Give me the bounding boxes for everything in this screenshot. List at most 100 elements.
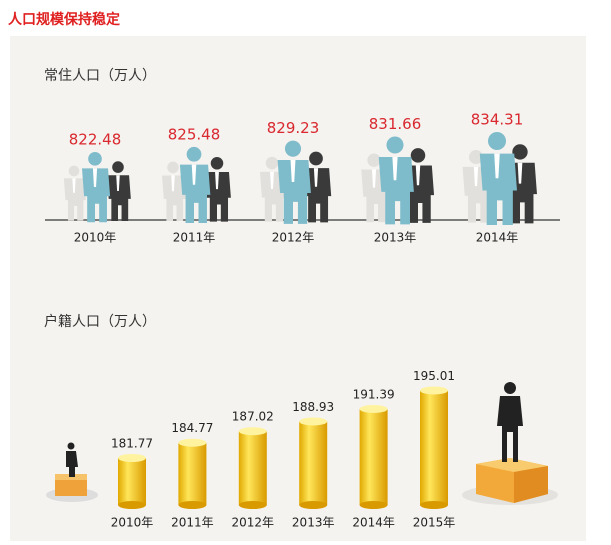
cylinder-body (359, 408, 388, 505)
person-head (210, 156, 224, 170)
person-head (309, 151, 323, 166)
cylinder-body (420, 390, 448, 505)
person-tie (270, 171, 274, 190)
person-body (479, 153, 517, 225)
bar (238, 427, 267, 509)
person-body (63, 178, 86, 221)
person-body (179, 164, 211, 223)
x-tick-label: 2010年 (111, 516, 154, 530)
person-mark (81, 152, 111, 223)
x-tick-label: 2015年 (413, 516, 456, 530)
cylinder-bottom (118, 501, 146, 509)
cylinder-body (238, 431, 267, 505)
cylinder-bottom (359, 501, 388, 509)
cylinder-body (118, 458, 146, 505)
person-tie (494, 153, 500, 179)
value-label: 825.48 (168, 125, 221, 143)
cylinder-top (118, 454, 146, 462)
cylinder-bottom (238, 501, 267, 509)
value-label: 187.02 (232, 410, 274, 424)
person-mark (479, 132, 517, 225)
person-dark (106, 161, 131, 222)
person-head (284, 140, 302, 157)
x-tick-label: 2012年 (232, 516, 275, 530)
person-head (186, 146, 202, 162)
decor-right (462, 382, 558, 505)
x-tick-label: 2013年 (374, 231, 417, 245)
x-tick-label: 2012年 (272, 231, 315, 245)
cylinder-top (299, 417, 328, 426)
bar (359, 404, 388, 509)
person-body (205, 172, 231, 222)
bar (420, 386, 448, 509)
chart-title: 户籍人口（万人） (44, 313, 156, 330)
cylinder-top (238, 427, 267, 436)
person-tie (116, 175, 120, 192)
person-body (378, 156, 414, 225)
person-tie (371, 169, 377, 188)
x-tick-label: 2010年 (74, 231, 117, 245)
value-label: 822.48 (69, 131, 122, 149)
person-head (88, 152, 102, 166)
bar (118, 454, 146, 509)
cylinder-top (359, 404, 388, 413)
person-tie (191, 164, 197, 185)
cylinder-bottom (178, 501, 207, 509)
person-tie (92, 168, 98, 187)
person-head (386, 136, 404, 154)
person-tie (415, 165, 421, 186)
cylinder-top (420, 386, 448, 395)
person-tie (392, 156, 398, 181)
person-head (68, 165, 80, 177)
person-body (81, 168, 111, 223)
person-tie (517, 162, 523, 184)
bar (299, 417, 328, 509)
person-tie (72, 178, 76, 193)
cylinder-body (178, 442, 207, 505)
value-label: 188.93 (292, 400, 334, 414)
person-tie (290, 159, 296, 182)
person-head (112, 161, 124, 173)
panel (10, 36, 586, 541)
person-head (410, 148, 426, 163)
cylinder-body (299, 421, 328, 505)
x-tick-label: 2014年 (352, 516, 395, 530)
value-label: 834.31 (471, 111, 524, 129)
person-head (512, 144, 528, 160)
person-faded (162, 161, 186, 222)
page-title: 人口规模保持稳定 (8, 11, 120, 28)
value-label: 184.77 (171, 421, 213, 435)
cylinder-top (178, 438, 207, 447)
x-tick-label: 2013年 (292, 516, 335, 530)
person-head (468, 150, 484, 165)
decor-left (46, 442, 98, 502)
x-tick-label: 2011年 (171, 516, 214, 530)
person-body (106, 175, 131, 222)
person-mark (179, 146, 211, 223)
person-tie (473, 166, 479, 187)
x-tick-label: 2014年 (476, 231, 519, 245)
value-label: 195.01 (413, 369, 455, 383)
value-label: 831.66 (369, 115, 422, 133)
cylinder-bottom (420, 501, 448, 509)
value-label: 181.77 (111, 437, 153, 451)
value-label: 191.39 (353, 387, 395, 401)
person-dark (205, 156, 231, 222)
person-body (277, 159, 311, 224)
x-tick-label: 2011年 (173, 231, 216, 245)
person-body (162, 175, 186, 222)
person-head (367, 153, 381, 167)
person-tie (313, 168, 319, 187)
person-head (167, 161, 179, 174)
person-tie (215, 172, 219, 190)
person-mark (277, 140, 311, 224)
person-tie (171, 175, 175, 192)
value-label: 829.23 (267, 119, 320, 137)
chart-title: 常住人口（万人） (44, 68, 156, 84)
cylinder-bottom (299, 501, 328, 509)
person-mark (378, 136, 414, 225)
person-head (487, 132, 507, 151)
person-head (265, 156, 279, 170)
person-faded (63, 165, 86, 221)
